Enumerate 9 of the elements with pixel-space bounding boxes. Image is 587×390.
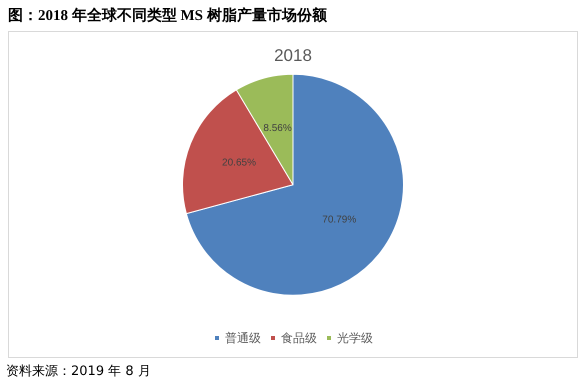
data-label: 20.65% <box>222 157 256 168</box>
legend-label: 光学级 <box>337 331 373 345</box>
data-label: 8.56% <box>263 123 292 134</box>
legend-label: 食品级 <box>281 331 317 345</box>
legend-label: 普通级 <box>225 331 261 345</box>
data-label: 70.79% <box>322 214 356 226</box>
chart-subtitle: 2018 <box>274 46 312 65</box>
chart-title: 图：2018 年全球不同类型 MS 树脂产量市场份额 <box>8 6 327 25</box>
text: 资料来源：2019 年 8 月 <box>6 363 151 380</box>
